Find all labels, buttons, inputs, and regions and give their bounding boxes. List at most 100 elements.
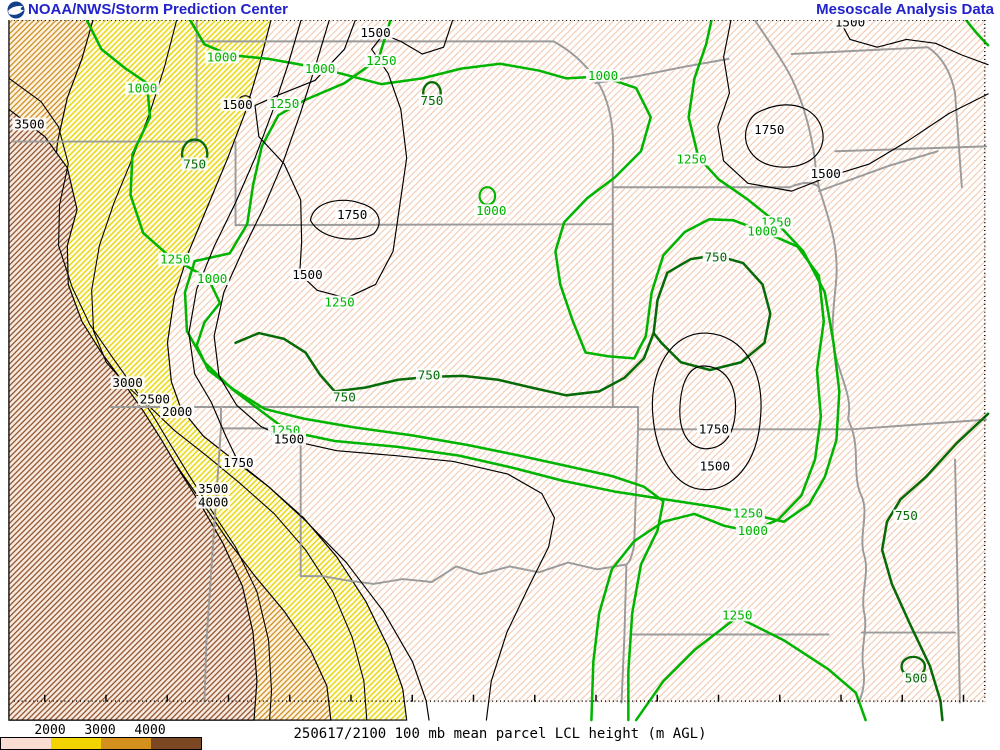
svg-text:2000: 2000 [162, 404, 192, 419]
svg-text:750: 750 [704, 250, 727, 265]
svg-text:1250: 1250 [722, 607, 752, 622]
svg-text:750: 750 [895, 508, 918, 523]
svg-text:1000: 1000 [747, 223, 777, 238]
contour-label: 1750 [335, 207, 370, 222]
svg-text:1000: 1000 [738, 523, 768, 538]
contour-label: 1000 [195, 271, 230, 286]
svg-text:1250: 1250 [733, 505, 763, 520]
contour-1750-il-loop [745, 104, 824, 168]
svg-text:750: 750 [418, 367, 441, 382]
contour-label: 1750 [752, 122, 787, 137]
svg-text:1500: 1500 [274, 431, 304, 446]
page-title: Mesoscale Analysis Data [816, 1, 994, 18]
analysis-map: 3500100015001000125010001250150075017501… [8, 20, 990, 722]
svg-text:1750: 1750 [223, 455, 253, 470]
contour-label: 1250 [267, 96, 302, 111]
svg-text:1500: 1500 [835, 20, 865, 29]
svg-text:1500: 1500 [811, 166, 841, 181]
contour-label: 4000 [196, 495, 231, 510]
svg-text:1000: 1000 [197, 271, 227, 286]
fill-gt4000 [8, 108, 258, 721]
contour-label: 1250 [158, 252, 193, 267]
svg-text:1750: 1750 [337, 207, 367, 222]
svg-text:1750: 1750 [754, 122, 784, 137]
svg-text:750: 750 [333, 390, 356, 405]
svg-text:1250: 1250 [676, 151, 706, 166]
contour-1250-grand [183, 20, 841, 523]
svg-text:2500: 2500 [140, 392, 170, 407]
fill-regions [8, 20, 408, 721]
map-frame-ticks [13, 20, 987, 702]
contour-label: 1250 [364, 53, 399, 68]
svg-text:3000: 3000 [112, 375, 142, 390]
contour-1000-corner [964, 20, 990, 47]
contour-label: 1500 [358, 25, 393, 40]
contour-label: 1000 [745, 223, 780, 238]
contour-label: 1250 [720, 607, 755, 622]
contour-label: 1500 [833, 20, 868, 29]
contour-label: 1500 [290, 267, 325, 282]
contour-1000-west [85, 20, 665, 722]
svg-text:1500: 1500 [700, 459, 730, 474]
contour-label: 1500 [808, 166, 843, 181]
contour-label: 500 [903, 671, 930, 686]
svg-text:1000: 1000 [207, 49, 237, 64]
contour-label: 3000 [110, 375, 145, 390]
svg-text:1250: 1250 [324, 294, 354, 309]
contour-label: 1000 [204, 49, 239, 64]
svg-text:1250: 1250 [160, 252, 190, 267]
legend-segment [51, 738, 101, 749]
svg-text:4000: 4000 [198, 495, 228, 510]
contour-label: 1500 [697, 459, 732, 474]
svg-text:3500: 3500 [14, 116, 44, 131]
contour-1750-ar-loop [679, 365, 737, 450]
contour-label: 1250 [730, 505, 765, 520]
contour-1500-topright-b [717, 20, 989, 192]
contour-label: 1000 [125, 80, 160, 95]
legend-tick-labels: 2000 3000 4000 [0, 723, 230, 738]
contour-label: 750 [415, 367, 443, 382]
contour-label: 750 [702, 250, 729, 265]
contour-label: 1500 [271, 431, 307, 446]
svg-text:3500: 3500 [198, 481, 228, 496]
contour-label: 1000 [586, 68, 621, 83]
contour-label: 2500 [137, 392, 172, 407]
legend-segment [101, 738, 151, 749]
map-caption: 250617/2100 100 mb mean parcel LCL heigh… [293, 726, 707, 742]
contour-label: 750 [331, 390, 358, 405]
contour-label: 3500 [196, 481, 231, 496]
svg-text:1000: 1000 [305, 61, 335, 76]
contour-label: 750 [181, 156, 208, 171]
svg-text:1250: 1250 [366, 53, 396, 68]
svg-text:1500: 1500 [292, 267, 322, 282]
svg-text:1750: 1750 [699, 422, 729, 437]
noaa-logo-icon [7, 1, 25, 23]
contour-label: 1250 [322, 294, 357, 309]
contour-750-se [880, 412, 990, 722]
svg-text:750: 750 [421, 93, 444, 108]
svg-text:1250: 1250 [269, 96, 299, 111]
contour-label: 1750 [221, 455, 256, 470]
contour-label: 1000 [474, 203, 509, 218]
contour-1500-topright-a [838, 20, 989, 66]
svg-text:500: 500 [905, 671, 928, 686]
header-bar: NOAA/NWS/Storm Prediction Center Mesosca… [0, 0, 1000, 20]
contour-label: 2000 [160, 404, 195, 419]
contour-label: 3500 [12, 116, 47, 131]
contour-1750-ne-blob [309, 199, 380, 240]
contour-label: 1000 [303, 61, 338, 76]
legend-segment [151, 738, 201, 749]
legend-tick: 4000 [134, 723, 166, 738]
contour-label: 1000 [735, 523, 770, 538]
legend-segment [1, 738, 51, 749]
contour-labels: 3500100015001000125010001250150075017501… [12, 20, 930, 686]
contour-750-ks-mo [234, 254, 772, 397]
svg-text:1500: 1500 [222, 97, 252, 112]
contour-label: 1500 [220, 97, 255, 112]
legend-tick: 2000 [34, 723, 66, 738]
legend-tick: 3000 [84, 723, 116, 738]
contour-label: 750 [418, 93, 446, 108]
svg-text:1000: 1000 [476, 203, 506, 218]
contour-1250-south [634, 615, 867, 722]
